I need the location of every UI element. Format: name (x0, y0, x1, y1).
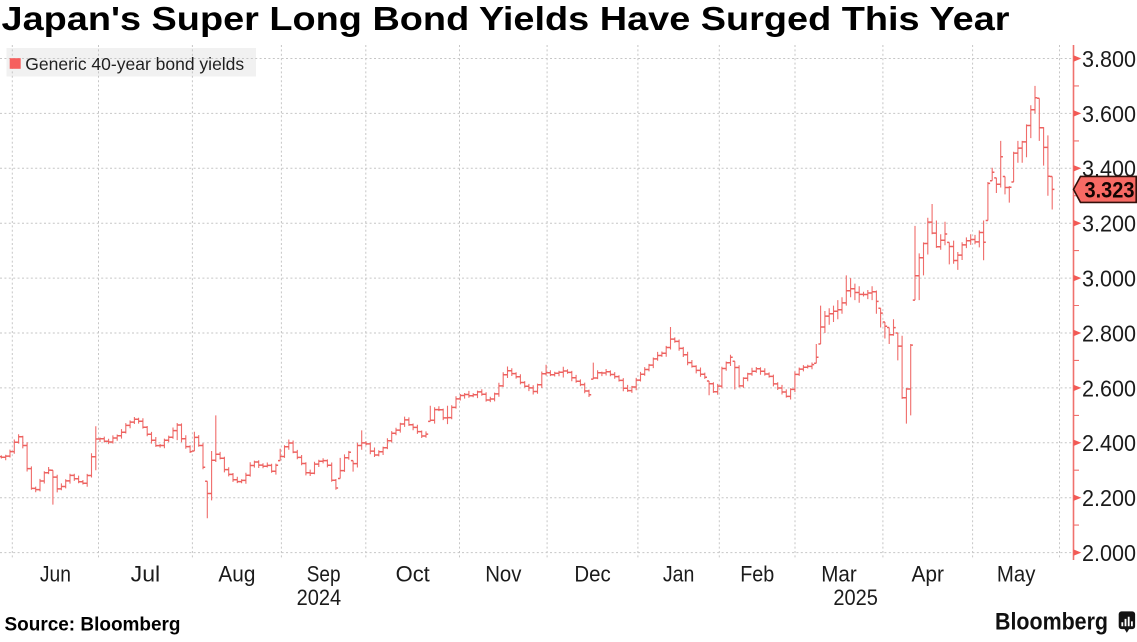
svg-text:Japan's Super Long Bond Yields: Japan's Super Long Bond Yields Have Surg… (2, 0, 1010, 37)
svg-text:2.000: 2.000 (1082, 540, 1136, 566)
svg-text:May: May (997, 562, 1036, 587)
svg-text:Jan: Jan (663, 562, 695, 587)
svg-text:Aug: Aug (218, 562, 255, 587)
svg-text:Jun: Jun (40, 562, 71, 587)
svg-text:Dec: Dec (574, 562, 610, 587)
svg-text:Sep: Sep (307, 562, 341, 587)
svg-text:Bloomberg: Bloomberg (995, 609, 1108, 636)
svg-text:2.600: 2.600 (1082, 375, 1136, 401)
svg-text:Jul: Jul (131, 562, 161, 587)
svg-text:Generic 40-year bond yields: Generic 40-year bond yields (25, 54, 244, 74)
svg-text:2.400: 2.400 (1082, 430, 1136, 456)
svg-text:Oct: Oct (396, 562, 430, 587)
svg-text:Feb: Feb (740, 562, 774, 587)
svg-text:3.200: 3.200 (1082, 211, 1136, 237)
svg-text:Mar: Mar (821, 562, 857, 587)
svg-text:2.200: 2.200 (1082, 485, 1136, 511)
svg-text:3.800: 3.800 (1082, 46, 1136, 72)
svg-text:3.000: 3.000 (1082, 266, 1136, 292)
svg-text:3.600: 3.600 (1082, 101, 1136, 127)
svg-text:Nov: Nov (485, 562, 521, 587)
svg-text:2025: 2025 (833, 585, 878, 610)
svg-text:2.800: 2.800 (1082, 320, 1136, 346)
svg-text:Apr: Apr (912, 562, 945, 587)
svg-text:Source: Bloomberg: Source: Bloomberg (5, 614, 181, 636)
svg-text:2024: 2024 (297, 585, 342, 610)
svg-text:3.323: 3.323 (1085, 178, 1135, 203)
